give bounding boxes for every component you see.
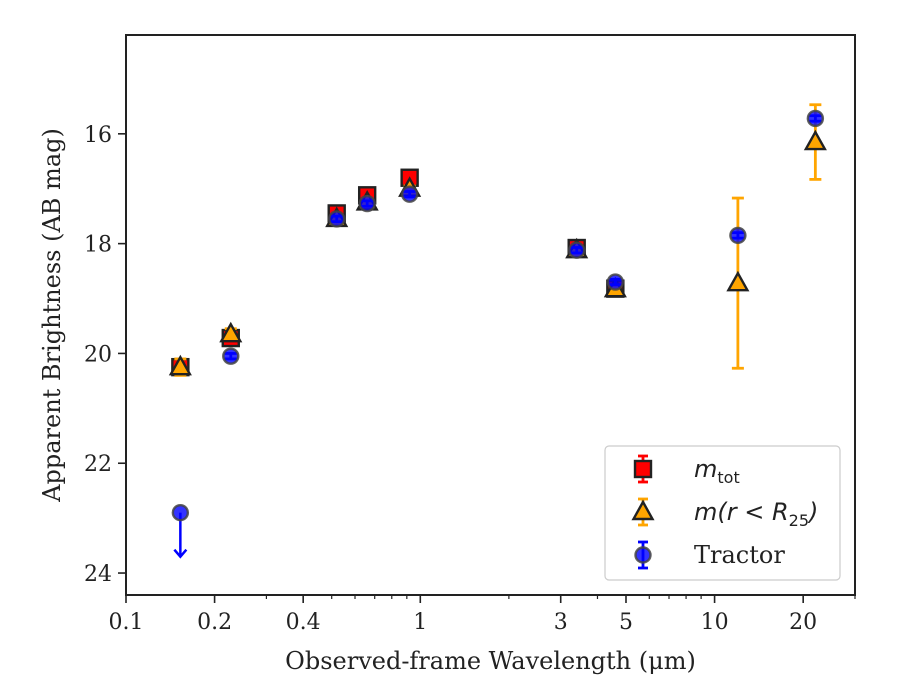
y-axis-label: Apparent Brightness (AB mag) <box>38 128 66 503</box>
x-tick-label: 3 <box>554 610 568 635</box>
x-tick-label: 1 <box>413 610 427 635</box>
data-point <box>328 210 346 228</box>
legend: mtot m(r < R25) Tractor <box>604 445 841 581</box>
legend-marker <box>634 546 652 564</box>
legend-marker <box>633 459 653 479</box>
data-point <box>400 185 419 203</box>
x-tick-label: 5 <box>619 610 633 635</box>
x-tick-label: 10 <box>701 610 729 635</box>
x-tick-label: 0.2 <box>197 610 232 635</box>
data-marks <box>168 103 827 559</box>
data-point <box>222 347 240 365</box>
legend-label: m(r < R25) <box>694 498 818 530</box>
data-point <box>358 194 376 213</box>
plot-frame <box>125 34 856 596</box>
x-tick-label: 0.1 <box>109 610 144 635</box>
y-tick-label: 20 <box>84 342 112 367</box>
y-tick-label: 22 <box>84 452 112 477</box>
x-tick-label: 20 <box>789 610 817 635</box>
data-point <box>219 321 243 343</box>
data-point <box>171 503 190 522</box>
y-tick-label: 24 <box>84 562 112 587</box>
data-point <box>803 129 827 151</box>
y-tick-label: 18 <box>84 233 112 258</box>
legend-marker <box>631 499 655 521</box>
x-axis-label: Observed-frame Wavelength (μm) <box>285 647 696 675</box>
data-point <box>606 273 625 291</box>
data-point <box>568 241 586 259</box>
series-2 <box>171 109 825 559</box>
data-point <box>806 109 825 128</box>
legend-label: Tractor <box>694 541 785 569</box>
data-point <box>729 226 747 245</box>
legend-label: mtot <box>694 455 740 487</box>
upper-limit-arrowhead <box>173 548 188 559</box>
legend-frame <box>604 445 841 581</box>
axis-ticks: 0.1 0.2 0.4 1 3 5 10 20 16 18 20 22 24 <box>84 123 856 635</box>
data-point <box>168 354 192 376</box>
data-point <box>726 270 750 292</box>
x-tick-label: 0.4 <box>286 610 321 635</box>
y-tick-label: 16 <box>84 123 112 148</box>
